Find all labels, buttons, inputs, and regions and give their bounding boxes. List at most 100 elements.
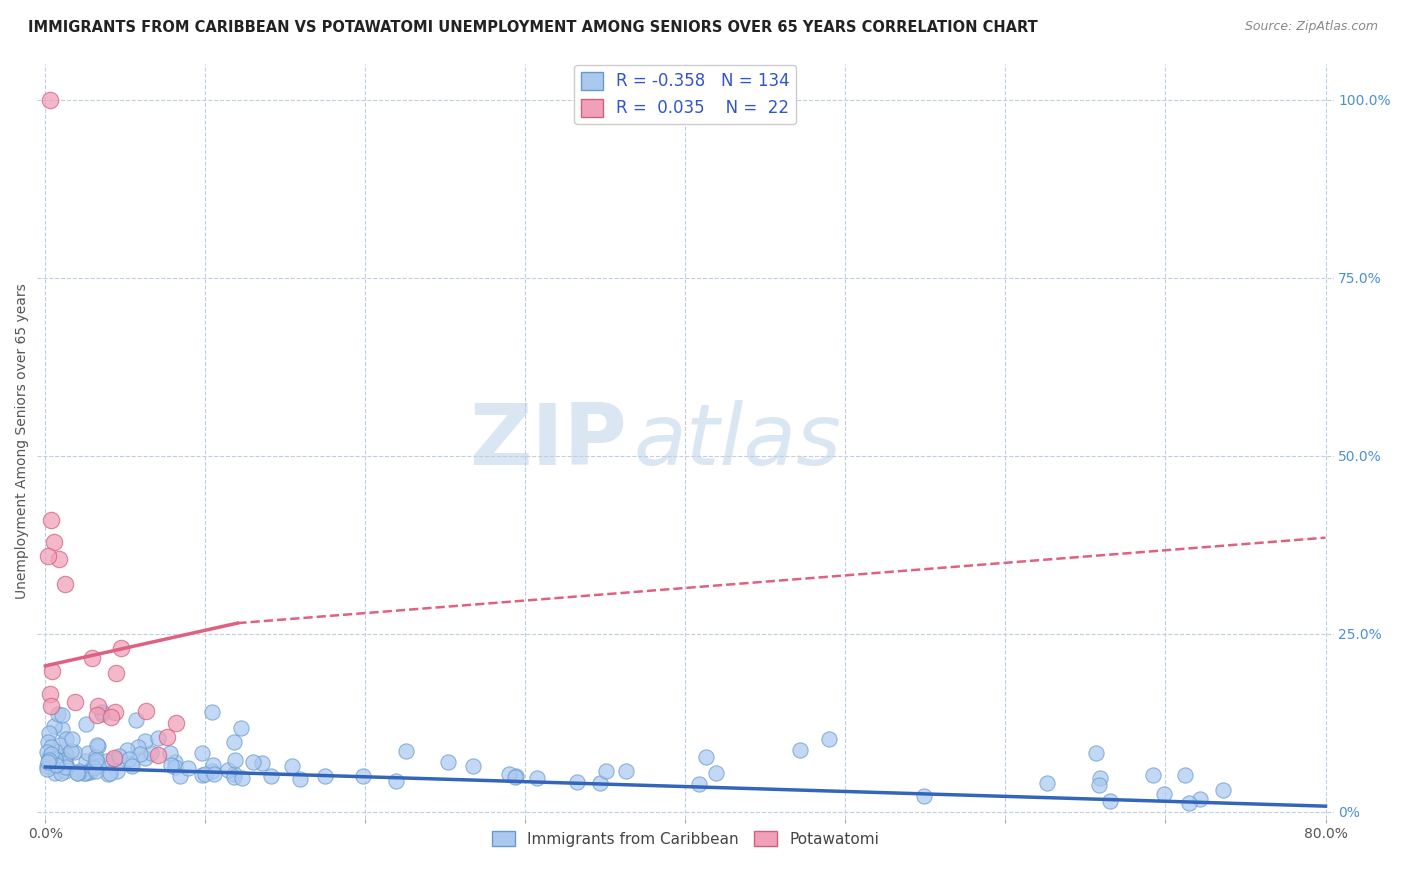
Point <box>1084 746 1107 760</box>
Point <box>44 765 66 780</box>
Point <box>42 719 65 733</box>
Point <box>48 751 70 765</box>
Point <box>595 764 617 778</box>
Point <box>55 760 77 774</box>
Point <box>695 749 717 764</box>
Point <box>53 764 76 778</box>
Point <box>84 764 107 778</box>
Point <box>121 756 143 771</box>
Point <box>201 705 224 719</box>
Point <box>614 764 637 778</box>
Point <box>86 758 108 772</box>
Point <box>135 705 157 719</box>
Point <box>75 716 97 731</box>
Point <box>231 771 253 785</box>
Point <box>69 764 91 778</box>
Point <box>260 769 283 783</box>
Point <box>704 766 727 780</box>
Point <box>86 755 108 769</box>
Point <box>165 716 187 731</box>
Point <box>103 752 125 766</box>
Point <box>169 769 191 783</box>
Point <box>148 748 170 763</box>
Point <box>498 767 520 781</box>
Point <box>35 745 58 759</box>
Point <box>39 512 62 526</box>
Text: IMMIGRANTS FROM CARIBBEAN VS POTAWATOMI UNEMPLOYMENT AMONG SENIORS OVER 65 YEARS: IMMIGRANTS FROM CARIBBEAN VS POTAWATOMI … <box>28 20 1038 35</box>
Point <box>912 789 935 804</box>
Legend: R = -0.358   N = 134, R =  0.035    N =  22: R = -0.358 N = 134, R = 0.035 N = 22 <box>575 65 796 124</box>
Point <box>79 765 101 780</box>
Point <box>41 664 63 678</box>
Point <box>104 705 127 719</box>
Point <box>45 758 67 772</box>
Point <box>155 730 177 744</box>
Point <box>90 706 112 721</box>
Point <box>44 744 66 758</box>
Point <box>224 753 246 767</box>
Point <box>121 759 143 773</box>
Point <box>87 759 110 773</box>
Point <box>217 763 239 777</box>
Point <box>165 756 187 770</box>
Point <box>84 750 107 764</box>
Point <box>191 746 214 760</box>
Point <box>437 756 460 770</box>
Point <box>105 764 128 779</box>
Point <box>83 761 105 775</box>
Point <box>159 746 181 760</box>
Point <box>385 774 408 789</box>
Point <box>789 743 811 757</box>
Point <box>37 549 59 564</box>
Y-axis label: Unemployment Among Seniors over 65 years: Unemployment Among Seniors over 65 years <box>15 284 30 599</box>
Point <box>39 698 62 713</box>
Point <box>1036 776 1059 790</box>
Point <box>1142 768 1164 782</box>
Point <box>76 746 98 760</box>
Point <box>44 752 66 766</box>
Point <box>37 755 59 769</box>
Point <box>242 755 264 769</box>
Point <box>87 699 110 714</box>
Point <box>59 744 82 758</box>
Point <box>49 738 72 752</box>
Point <box>1088 778 1111 792</box>
Point <box>42 751 65 765</box>
Point <box>46 706 69 721</box>
Point <box>60 731 83 746</box>
Text: ZIP: ZIP <box>470 400 627 483</box>
Point <box>250 756 273 771</box>
Point <box>567 775 589 789</box>
Point <box>98 766 121 780</box>
Point <box>1174 768 1197 782</box>
Point <box>56 760 79 774</box>
Point <box>281 758 304 772</box>
Point <box>352 769 374 783</box>
Point <box>38 753 60 767</box>
Text: atlas: atlas <box>634 400 842 483</box>
Point <box>55 732 77 747</box>
Point <box>129 747 152 761</box>
Point <box>63 695 86 709</box>
Point <box>42 535 65 549</box>
Point <box>395 743 418 757</box>
Point <box>224 771 246 785</box>
Point <box>314 769 336 783</box>
Point <box>503 770 526 784</box>
Point <box>96 755 118 769</box>
Point <box>526 771 548 785</box>
Point <box>1189 791 1212 805</box>
Point <box>48 551 70 566</box>
Point <box>1088 771 1111 785</box>
Point <box>91 705 114 719</box>
Point <box>139 746 162 760</box>
Point <box>66 765 89 780</box>
Point <box>51 723 73 737</box>
Point <box>44 754 66 768</box>
Point <box>38 750 60 764</box>
Point <box>201 758 224 772</box>
Point <box>688 777 710 791</box>
Point <box>134 750 156 764</box>
Point <box>127 739 149 754</box>
Point <box>97 767 120 781</box>
